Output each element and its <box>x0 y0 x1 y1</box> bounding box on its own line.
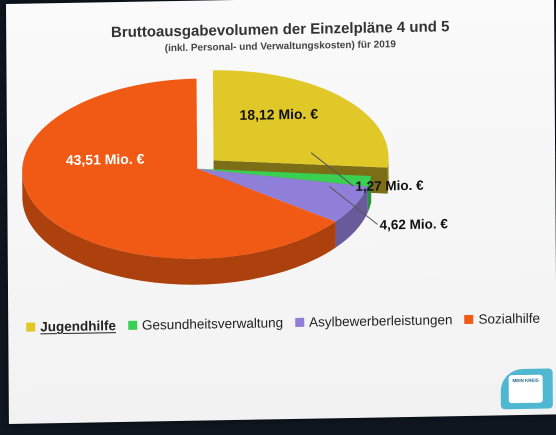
legend-swatch <box>26 322 36 332</box>
pie-slice-gesundheitsverwaltung <box>197 168 372 187</box>
pie-slice-sozialhilfe <box>22 78 336 259</box>
presentation-slide: Bruttoausgabevolumen der Einzelpläne 4 u… <box>6 0 556 424</box>
legend-item-gesundheitsverwaltung[interactable]: Gesundheitsverwaltung <box>127 315 284 333</box>
pie-side-asylbewerberleistungen <box>335 186 368 248</box>
leader-line <box>328 185 378 225</box>
legend-item-jugendhilfe[interactable]: Jugendhilfe <box>26 318 116 335</box>
data-label-sozialhilfe: 43,51 Mio. € <box>66 151 145 168</box>
pie-slice-asylbewerberleistungen <box>197 168 368 222</box>
pie-side-sozialhilfe <box>22 171 336 285</box>
logo-text: MEIN KREIS <box>512 377 539 384</box>
legend-label: Gesundheitsverwaltung <box>141 315 284 333</box>
data-label-gesundheitsverwaltung: 1,27 Mio. € <box>355 178 424 194</box>
pie-slice-jugendhilfe <box>212 70 389 168</box>
leader-line <box>310 152 354 187</box>
pie-chart: 18,12 Mio. € 1,27 Mio. € 4,62 Mio. € 43,51 … <box>22 70 449 285</box>
legend-label: Sozialhilfe <box>478 310 541 327</box>
legend-swatch <box>127 320 138 330</box>
legend-label: Asylbewerberleistungen <box>309 312 453 330</box>
legend-label: Jugendhilfe <box>40 318 117 335</box>
kreis-logo: MEIN KREIS <box>500 368 553 410</box>
pie-side-gesundheitsverwaltung <box>367 175 372 213</box>
legend-swatch <box>464 314 474 325</box>
legend-swatch <box>295 317 305 327</box>
data-label-asylbewerberleistungen: 4,62 Mio. € <box>380 216 449 232</box>
legend-item-sozialhilfe[interactable]: Sozialhilfe <box>464 311 540 327</box>
data-label-jugendhilfe: 18,12 Mio. € <box>239 106 318 123</box>
logo-mark: MEIN KREIS <box>508 374 543 404</box>
legend-item-asylbewerberleistungen[interactable]: Asylbewerberleistungen <box>295 312 453 330</box>
pie-side-jugendhilfe <box>387 157 389 194</box>
